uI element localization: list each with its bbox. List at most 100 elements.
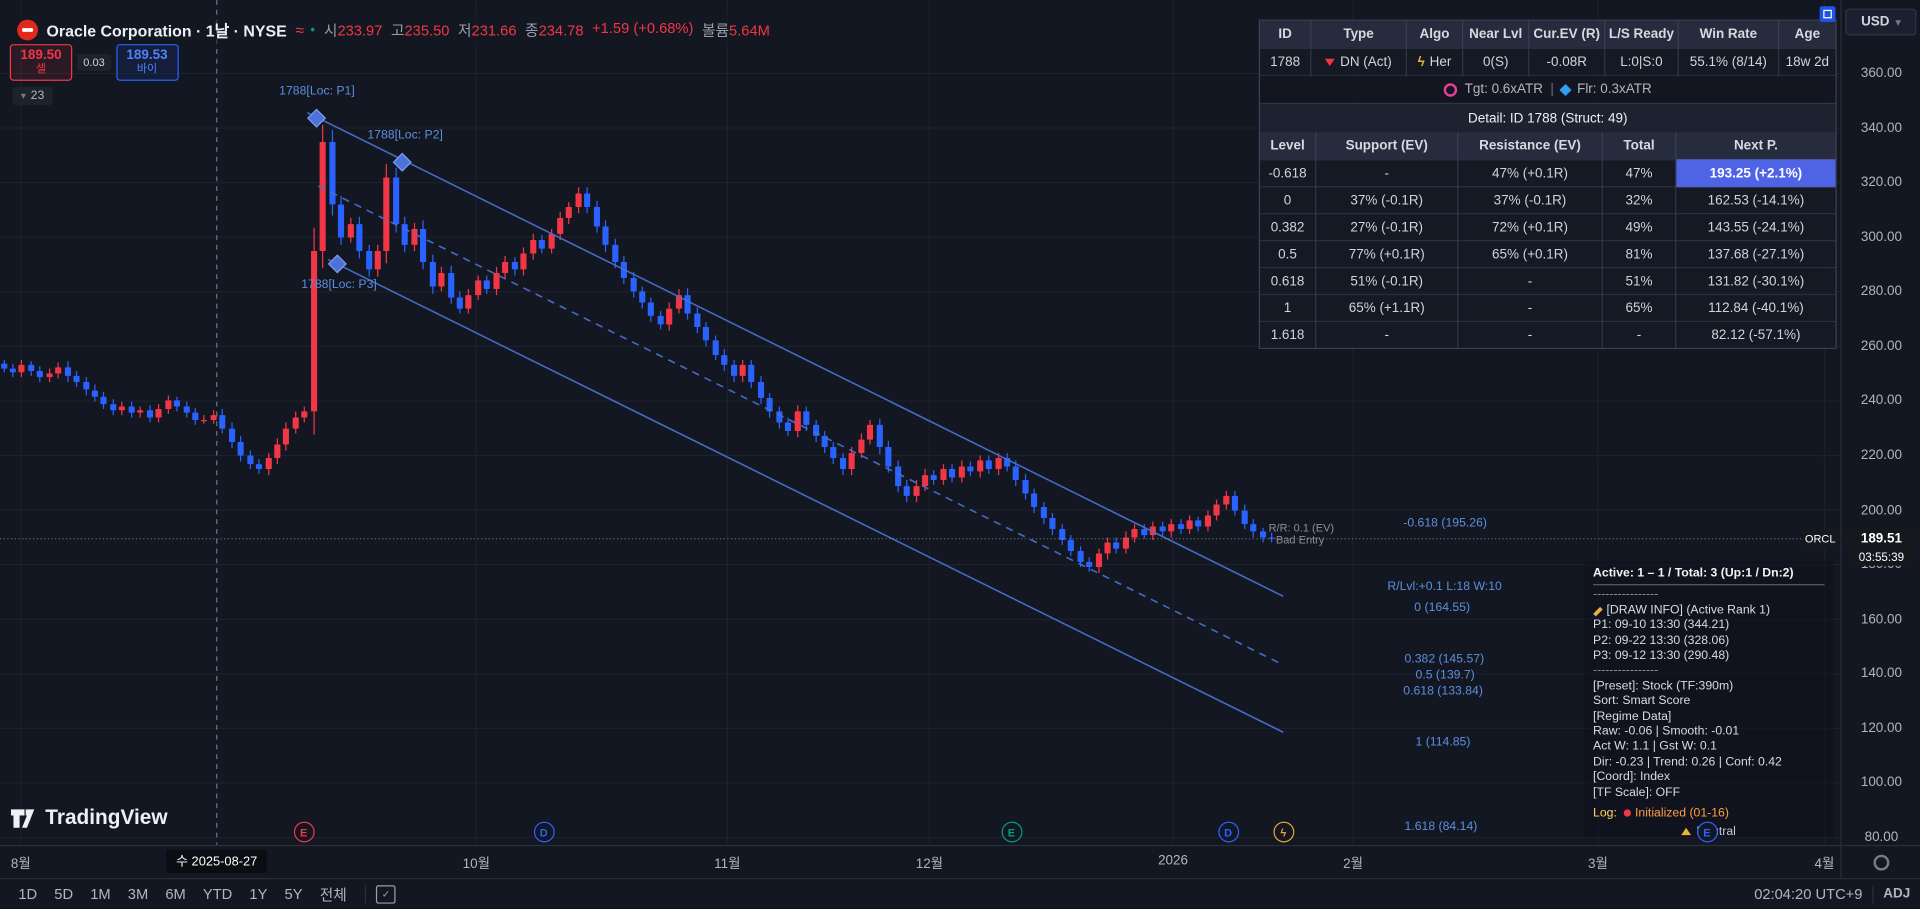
candle-body [575, 193, 582, 208]
candle-body [611, 245, 618, 262]
month-label: 3월 [1588, 857, 1608, 872]
stats-col-header: ID [1260, 20, 1312, 48]
levels-cell: - [1458, 293, 1603, 322]
market-status-dot-icon: ● [310, 25, 316, 34]
ohlc-item: 종234.78 [525, 20, 583, 41]
chart-annotations: 1788[Loc: P1] 1788[Loc: P2] 1788[Loc: P3] -… [279, 85, 1502, 834]
candle-body [748, 365, 755, 382]
candle-body [55, 366, 62, 374]
stats-cell: 55.1% (8/14) [1678, 47, 1780, 76]
fib-level-label: 0 (164.55) [1414, 600, 1471, 615]
candle-body [18, 365, 25, 373]
range-button-3m[interactable]: 3M [127, 885, 149, 903]
price-tick-label: 300.00 [1860, 229, 1903, 245]
earnings-marker-icon[interactable]: E [293, 821, 315, 843]
info-text: Active: 1 – 1 / Total: 3 (Up:1 / Dn:2) [1593, 566, 1794, 581]
candle-body [757, 381, 764, 399]
price-scale[interactable]: USD ▾ 360.00 340.00 320.00 300.00 280.00 260.… [1840, 0, 1920, 845]
levels-cell: 0 [1260, 185, 1317, 214]
price-tick-label: 360.00 [1860, 66, 1903, 81]
candle-body [912, 485, 919, 497]
levels-cell: 49% [1602, 212, 1677, 241]
pivot-diamond-icon[interactable] [392, 152, 412, 172]
ohlc-label: 고 [390, 22, 405, 40]
candle-body [1067, 540, 1075, 552]
candle-body [383, 177, 390, 251]
candle-body [547, 234, 555, 249]
earnings-marker-icon[interactable]: E [1001, 821, 1022, 843]
range-button-1y[interactable]: 1Y [249, 885, 268, 903]
candle-body [1022, 480, 1029, 494]
buy-label: 바이 [136, 62, 158, 75]
stats-col-header: Near Lvl [1463, 20, 1530, 48]
range-button-1d[interactable]: 1D [18, 885, 38, 903]
gear-icon [1873, 854, 1890, 871]
pivot-diamond-icon[interactable] [306, 108, 326, 128]
price-tick-label: 200.00 [1860, 502, 1903, 518]
levels-cell: 0.5 [1260, 239, 1317, 268]
candle-body [785, 422, 792, 431]
symbol-legend[interactable]: Oracle Corporation · 1날 · NYSE ≈ ● 시233.9… [7, 14, 780, 46]
range-button-5d[interactable]: 5D [54, 885, 74, 903]
symbol-title[interactable]: Oracle Corporation · 1날 · NYSE [46, 22, 287, 41]
candle-body [1104, 542, 1111, 554]
clock[interactable]: 02:04:20 UTC+9 [1754, 885, 1863, 903]
stats-cell-text: -0.08R [1546, 54, 1587, 70]
candle-body [420, 228, 427, 262]
earnings-marker-icon[interactable]: E [1696, 821, 1718, 843]
range-button-전체[interactable]: 전체 [319, 885, 347, 904]
currency-selector[interactable]: USD ▾ [1845, 8, 1917, 36]
levels-cell: 77% (+0.1R) [1316, 239, 1459, 268]
pivot-diamond-icon[interactable] [327, 254, 347, 274]
candle-body [356, 223, 363, 251]
bolt-icon: ϟ [1417, 54, 1425, 70]
candle-body [1095, 553, 1102, 568]
range-button-6m[interactable]: 6M [165, 885, 186, 903]
levels-cell: 51% (-0.1R) [1316, 266, 1459, 295]
candle-body [721, 354, 728, 366]
rr-line1: R/R: 0.1 (EV) [1268, 521, 1335, 534]
split-marker-icon[interactable]: ϟ [1272, 821, 1294, 843]
price-tick-label: 80.00 [1864, 830, 1899, 845]
time-axis[interactable]: 8월 10월 11월 12월 2026 2월 3월 4월 수 2025-08-27 [0, 844, 1841, 879]
indicators-collapse-chip[interactable]: ▾ 23 [12, 86, 53, 106]
month-label: 2월 [1343, 857, 1364, 872]
month-label: 12월 [915, 857, 944, 872]
ohlc-label: 시 [323, 22, 338, 40]
maximize-pane-icon[interactable] [1819, 6, 1836, 23]
candle-body [474, 280, 482, 295]
info-text: [DRAW INFO] (Active Rank 1) [1606, 603, 1771, 617]
candle-body [985, 460, 992, 470]
levels-cell: 112.84 (-40.1%) [1676, 293, 1836, 321]
range-button-ytd[interactable]: YTD [202, 885, 233, 903]
candle-body [365, 250, 372, 270]
volume-value: 5.64M [729, 22, 770, 40]
candle-body [1232, 496, 1239, 511]
dividend-marker-icon[interactable]: D [1217, 821, 1239, 843]
info-text: Raw: -0.06 | Smooth: -0.01 [1593, 724, 1740, 739]
range-button-5y[interactable]: 5Y [284, 885, 303, 903]
go-to-date-icon[interactable]: ✓ [376, 884, 396, 904]
candle-body [812, 425, 819, 437]
range-button-1m[interactable]: 1M [90, 885, 111, 903]
fib-level-label: 1 (114.85) [1415, 736, 1471, 750]
levels-cell: 37% (-0.1R) [1316, 185, 1459, 214]
adjust-data-toggle[interactable]: ADJ [1883, 886, 1911, 902]
floor-text: Flr: 0.3xATR [1577, 82, 1652, 97]
levels-cell: 32% [1602, 185, 1677, 214]
ohlc-item: 시233.97 [324, 20, 382, 41]
dividend-marker-icon[interactable]: D [533, 821, 555, 843]
info-text: P1: 09-10 13:30 (344.21) [1593, 618, 1730, 633]
candlestick-series [0, 124, 1275, 574]
separator: | [1550, 82, 1554, 97]
levels-table-body: -0.618-47% (+0.1R) 47% 193.25 (+2.1%) 0 37% … [1260, 158, 1836, 349]
candle-body [128, 406, 135, 414]
buy-button[interactable]: 189.53 바이 [115, 44, 179, 81]
sell-button[interactable]: 189.50 셀 [9, 44, 73, 81]
spread-value: 0.03 [77, 53, 111, 72]
info-text: P3: 09-12 13:30 (290.48) [1593, 649, 1730, 663]
tradingview-logo-icon [11, 809, 35, 828]
candle-body [256, 463, 263, 470]
levels-row: 0.5 77% (+0.1R) 65% (+0.1R) 81% 137.68 (-27.… [1260, 239, 1836, 268]
axis-settings-corner[interactable] [1840, 844, 1920, 880]
